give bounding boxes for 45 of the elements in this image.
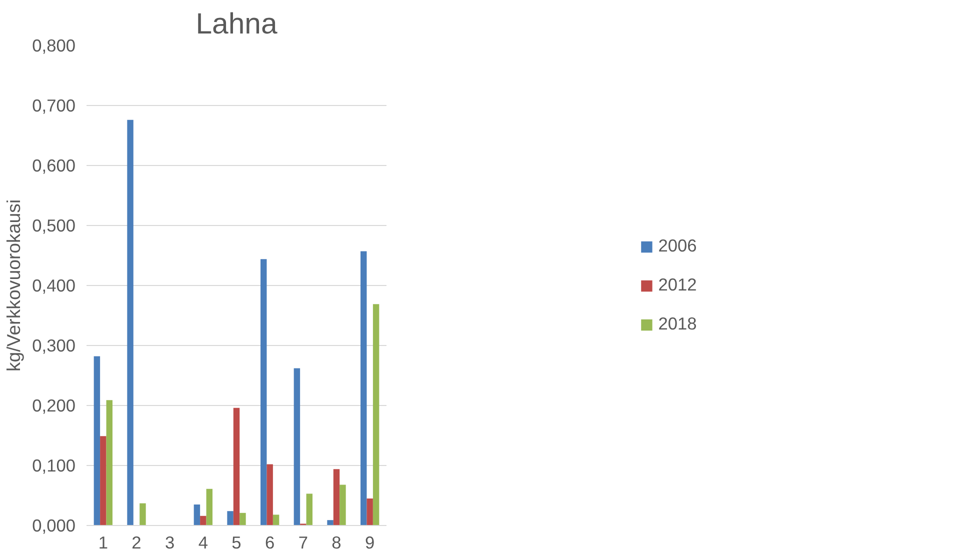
bar [294,368,300,526]
legend-label: 2006 [658,236,697,256]
bar [327,520,334,526]
bar [94,356,100,526]
bar [340,484,346,526]
bar [260,259,267,526]
bar [306,494,312,526]
bar [206,488,212,526]
y-tick-label: 0,100 [32,456,76,476]
y-tick-label: 0,600 [32,156,76,176]
bar [227,511,234,526]
x-tick-label: 1 [98,532,108,552]
bar [200,516,206,526]
bar [272,514,280,526]
y-axis-title: kg/Verkkovuorokausi [3,199,24,372]
x-tick-label: 8 [332,532,342,552]
bar [100,436,106,526]
y-tick-label: 0,500 [32,216,76,236]
bar [360,251,367,526]
bar [240,512,246,526]
x-tick-label: 2 [132,532,142,552]
x-tick-label: 4 [198,532,208,552]
legend-label: 2012 [658,274,697,296]
bar [266,464,273,526]
y-tick-label: 0,800 [32,36,76,56]
bar [233,408,240,526]
x-tick-label: 6 [265,532,275,552]
y-tick-label: 0,000 [32,516,76,536]
chart-title: Lahna [196,8,278,40]
bar [106,400,112,526]
bar [194,504,200,526]
bar [366,498,373,526]
y-tick-label: 0,200 [32,396,76,416]
x-tick-label: 9 [365,532,375,552]
x-tick-label: 5 [232,532,242,552]
legend-label: 2018 [658,314,697,334]
bar [333,469,340,526]
y-tick-label: 0,700 [32,96,76,116]
x-tick-label: 7 [298,532,308,552]
y-tick-label: 0,400 [32,276,76,296]
bar [372,304,380,526]
bar [140,503,146,526]
x-tick-label: 3 [165,532,175,552]
y-tick-label: 0,300 [32,336,76,356]
bar [127,120,134,526]
